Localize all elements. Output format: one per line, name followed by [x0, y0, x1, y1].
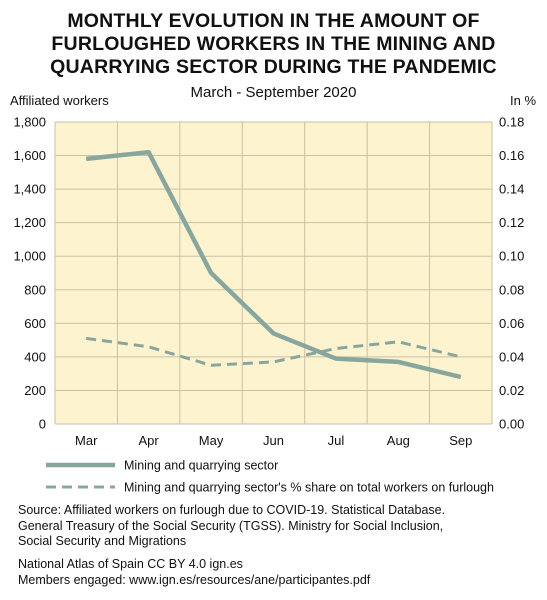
chart-subtitle: March - September 2020	[190, 84, 357, 101]
legend-label-2: Mining and quarrying sector's % share on…	[124, 481, 494, 495]
y-right-tick-label: 0.00	[499, 417, 524, 432]
x-tick-label: Jun	[263, 433, 284, 448]
y-right-axis-title: In %	[510, 93, 536, 108]
y-left-tick-label: 400	[24, 349, 46, 364]
legend-label-1: Mining and quarrying sector	[124, 459, 278, 473]
y-left-tick-label: 600	[24, 316, 46, 331]
y-left-tick-label: 1,600	[13, 148, 46, 163]
y-right-tick-label: 0.12	[499, 215, 524, 230]
atlas-credit: National Atlas of Spain CC BY 4.0 ign.es…	[18, 557, 538, 588]
y-right-tick-label: 0.04	[499, 349, 524, 364]
chart-title-line: FURLOUGHED WORKERS IN THE MINING AND	[51, 33, 496, 55]
source-note: Source: Affiliated workers on furlough d…	[18, 503, 538, 550]
x-tick-label: Aug	[387, 433, 410, 448]
y-right-tick-label: 0.14	[499, 182, 524, 197]
chart-title: MONTHLY EVOLUTION IN THE AMOUNT OF FURLO…	[0, 10, 547, 79]
y-right-tick-label: 0.18	[499, 115, 524, 130]
atlas-line: National Atlas of Spain CC BY 4.0 ign.es	[18, 557, 243, 571]
x-tick-label: Apr	[139, 433, 160, 448]
y-left-axis-title: Affiliated workers	[10, 93, 109, 108]
legend: Mining and quarrying sector Mining and qu…	[46, 459, 494, 495]
y-left-tick-label: 1,200	[13, 215, 46, 230]
y-left-tick-label: 1,400	[13, 182, 46, 197]
y-left-tick-label: 800	[24, 282, 46, 297]
x-tick-label: May	[199, 433, 224, 448]
plot-background	[55, 122, 492, 424]
x-tick-label: Sep	[449, 433, 472, 448]
chart-title-line: MONTHLY EVOLUTION IN THE AMOUNT OF	[67, 10, 480, 32]
source-line: General Treasury of the Social Security …	[18, 518, 444, 533]
y-left-tick-label: 0	[39, 417, 46, 432]
plot-area: 0 0.00 200 0.02 400 0.04 600 0.06 800 0.08 1,000 0.…	[13, 115, 524, 449]
y-left-tick-label: 1,800	[13, 115, 46, 130]
y-right-tick-label: 0.02	[499, 383, 524, 398]
chart-title-line: QUARRYING SECTOR DURING THE PANDEMIC	[50, 56, 497, 78]
atlas-line: Members engaged: www.ign.es/resources/an…	[18, 572, 371, 587]
y-right-tick-label: 0.10	[499, 249, 524, 264]
y-right-tick-label: 0.06	[499, 316, 524, 331]
y-left-tick-label: 200	[24, 383, 46, 398]
x-tick-label: Mar	[75, 433, 98, 448]
y-left-tick-label: 1,000	[13, 249, 46, 264]
y-right-tick-label: 0.08	[499, 282, 524, 297]
x-tick-label: Jul	[328, 433, 345, 448]
y-right-tick-label: 0.16	[499, 148, 524, 163]
source-line: Social Security and Migrations	[18, 534, 187, 548]
source-line: Source: Affiliated workers on furlough d…	[18, 503, 446, 517]
